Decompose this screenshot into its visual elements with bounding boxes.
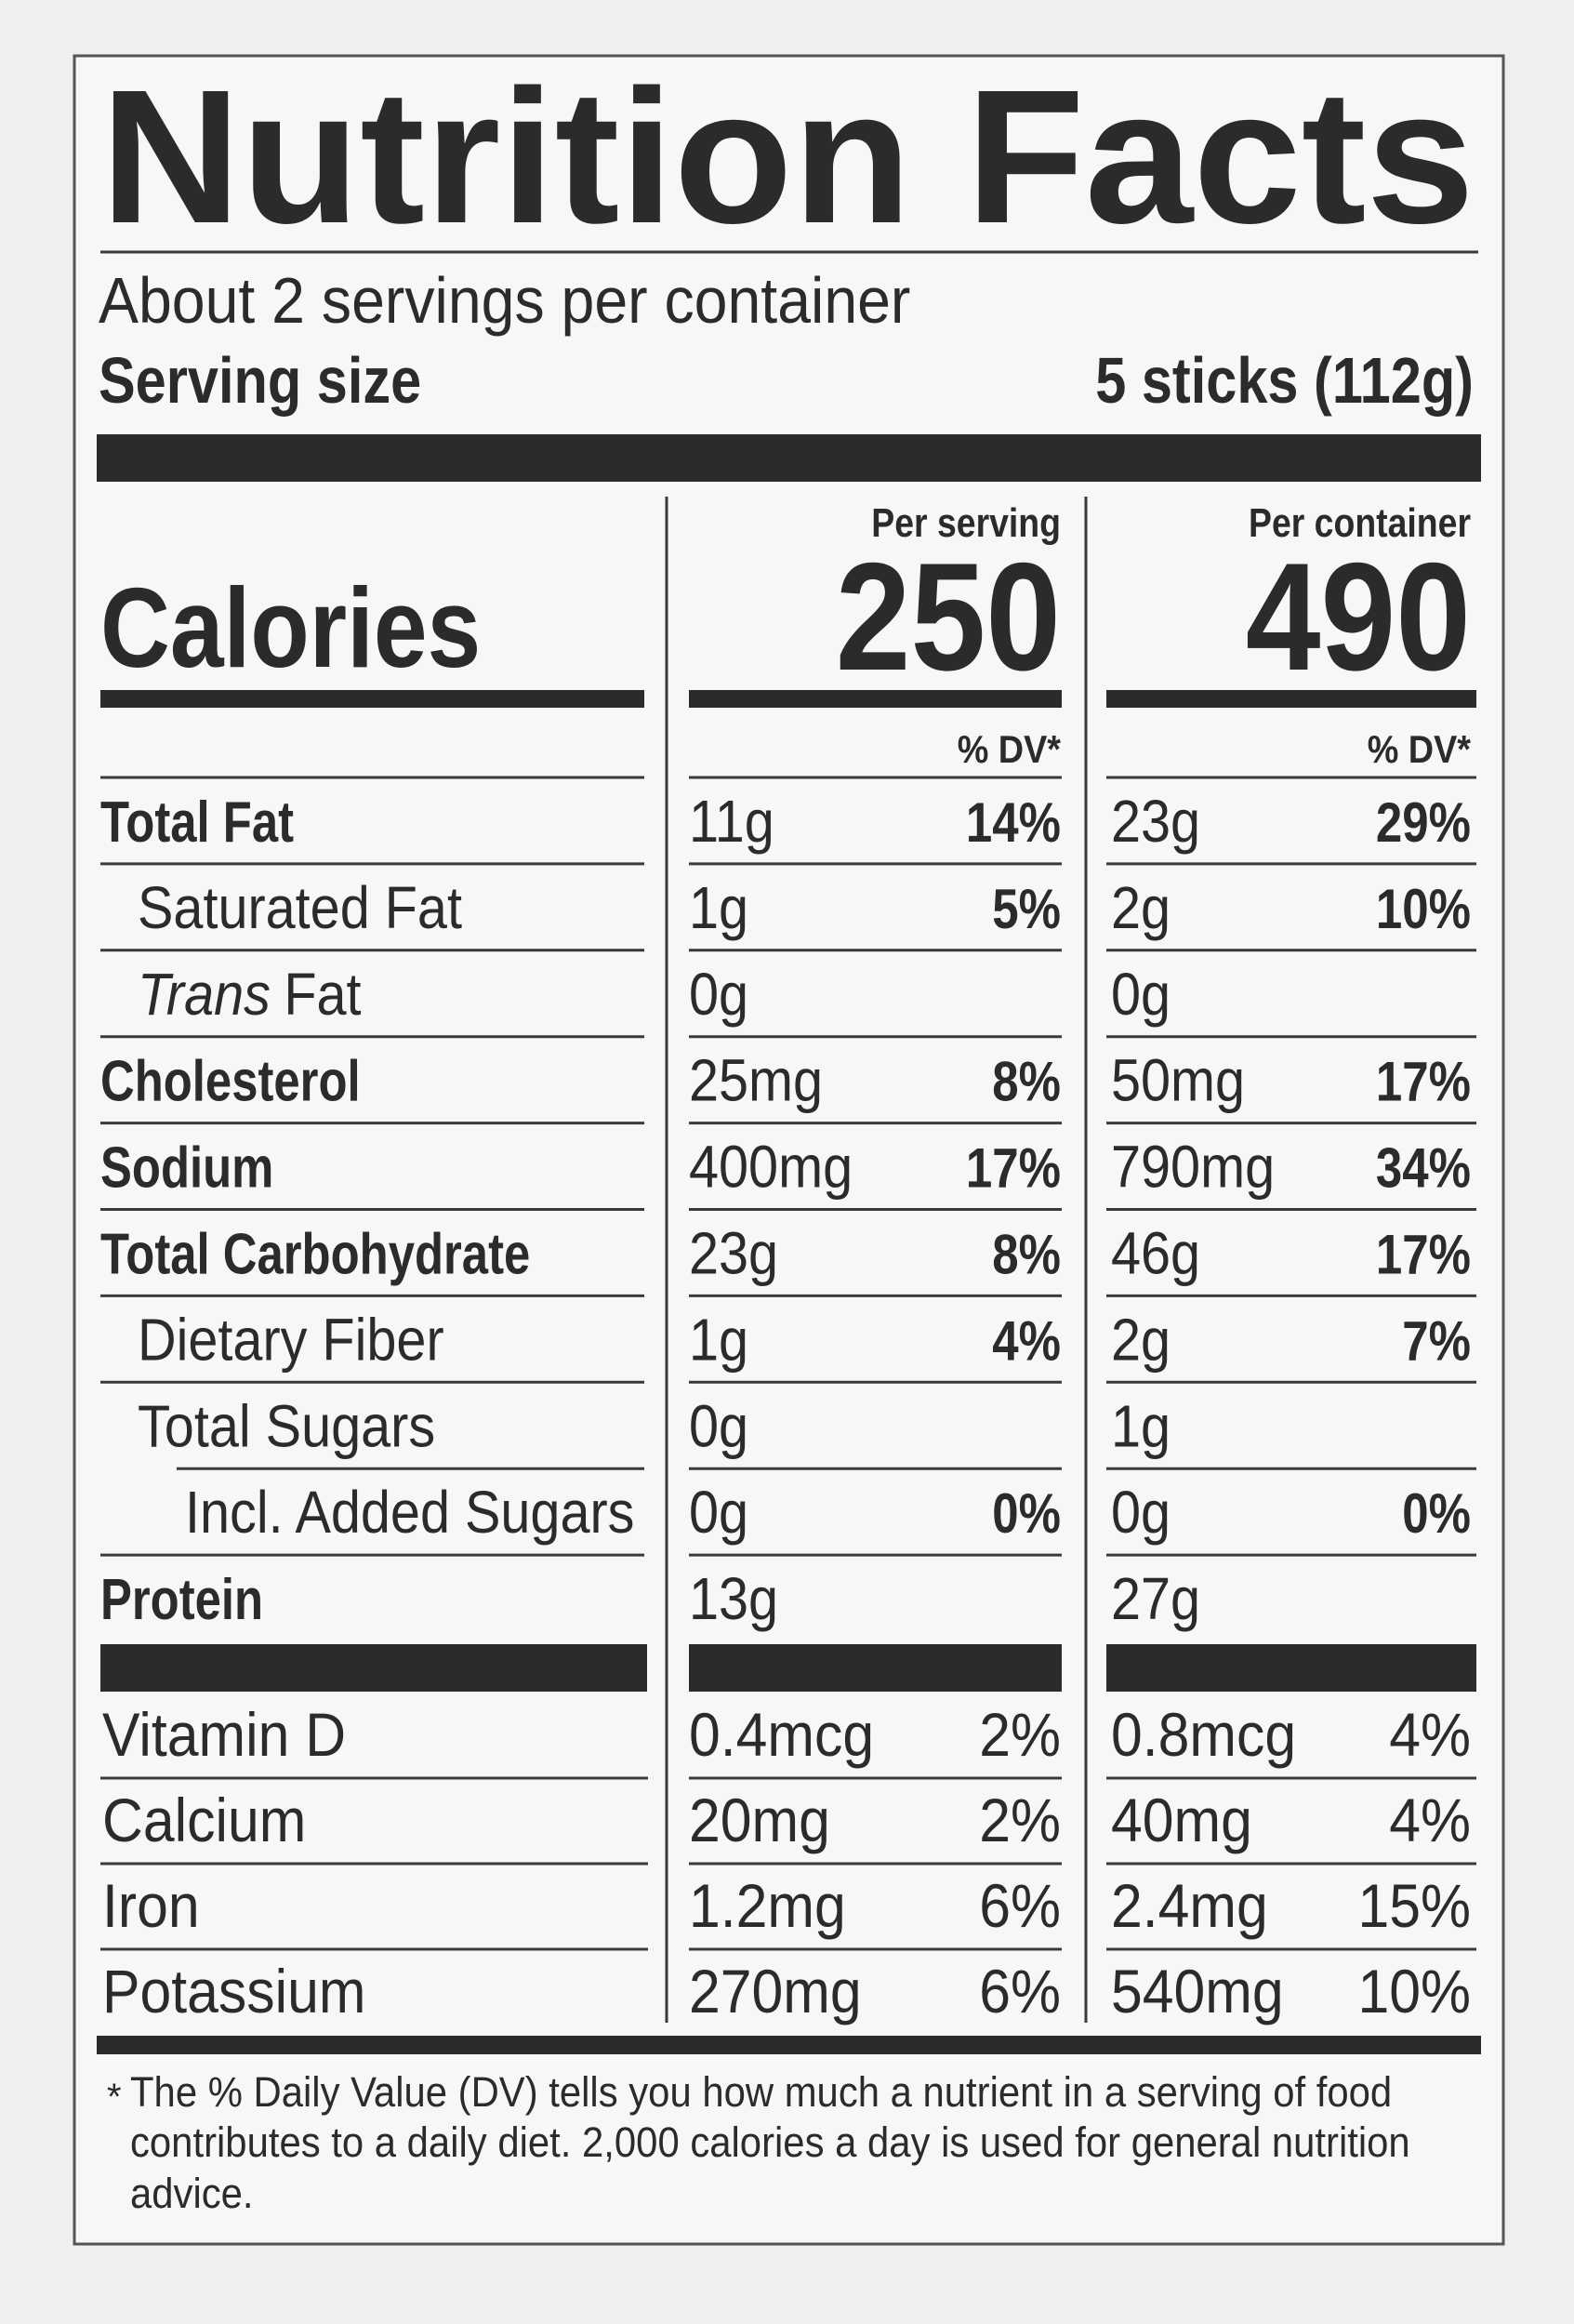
column-heading: Per container (1249, 499, 1471, 546)
dv-header: % DV* (958, 728, 1062, 771)
amount: 2.4mg (1111, 1873, 1268, 1941)
amount: 270mg (689, 1959, 862, 2026)
amount: 1g (689, 1307, 748, 1373)
daily-value: 14% (966, 791, 1061, 854)
thick-bar (689, 1644, 1062, 1692)
daily-value: 2% (979, 1787, 1061, 1855)
daily-value: 34% (1376, 1137, 1471, 1200)
nutrient-name: Protein (100, 1568, 263, 1632)
amount: 50mg (1111, 1047, 1245, 1113)
thick-bar (97, 434, 1481, 482)
calories-value: 250 (836, 530, 1061, 702)
amount: 13g (689, 1565, 778, 1631)
label-box (73, 54, 1505, 2246)
daily-value: 2% (979, 1702, 1061, 1770)
amount: 0g (689, 1392, 748, 1458)
daily-value: 5% (992, 878, 1061, 940)
column-heading: Per serving (871, 499, 1061, 546)
footnote-asterisk: * (107, 2077, 122, 2118)
daily-value: 17% (1376, 1224, 1471, 1286)
vitamin-name: Vitamin D (102, 1702, 346, 1770)
amount: 0g (1111, 961, 1171, 1027)
nutrient-name: Saturated Fat (138, 874, 462, 940)
vitamin-name: Potassium (102, 1959, 365, 2026)
servings-per-container: About 2 servings per container (99, 265, 910, 338)
footnote-line: The % Daily Value (DV) tells you how muc… (130, 2070, 1392, 2117)
daily-value: 10% (1376, 878, 1471, 940)
nutrient-name: Total Sugars (138, 1392, 435, 1458)
amount: 0.8mcg (1111, 1702, 1296, 1770)
serving-size-label: Serving size (99, 343, 421, 417)
daily-value: 17% (1376, 1051, 1471, 1113)
amount: 2g (1111, 1307, 1171, 1373)
amount: 25mg (689, 1047, 823, 1113)
nutrient-name-italic: Trans (138, 961, 271, 1027)
amount: 20mg (689, 1787, 830, 1855)
daily-value: 4% (1389, 1702, 1471, 1770)
thick-bar (100, 1644, 647, 1692)
dv-header: % DV* (1368, 728, 1472, 771)
amount: 40mg (1111, 1787, 1252, 1855)
amount: 2g (1111, 874, 1171, 940)
daily-value: 0% (992, 1482, 1061, 1545)
daily-value: 6% (979, 1873, 1061, 1941)
nutrient-name: Dietary Fiber (138, 1307, 444, 1373)
daily-value: 10% (1357, 1959, 1471, 2026)
daily-value: 6% (979, 1959, 1061, 2026)
amount: 46g (1111, 1220, 1200, 1286)
daily-value: 0% (1402, 1482, 1471, 1545)
amount: 27g (1111, 1565, 1200, 1631)
amount: 790mg (1111, 1134, 1275, 1200)
calories-label: Calories (100, 564, 481, 691)
nutrient-name: Trans Fat (138, 961, 362, 1027)
calories-bar (1106, 690, 1476, 708)
amount: 540mg (1111, 1959, 1284, 2026)
amount: 11g (689, 788, 774, 854)
nutrient-name-rest: Fat (284, 961, 361, 1027)
amount: 1g (1111, 1392, 1171, 1458)
footnote-line: advice. (130, 2171, 254, 2218)
amount: 1g (689, 874, 748, 940)
serving-size: 5 sticks (112g) (1095, 343, 1474, 417)
amount: 0.4mcg (689, 1702, 874, 1770)
title: Nutrition Facts (100, 50, 1475, 263)
vitamin-name: Calcium (102, 1787, 306, 1855)
amount: 0g (1111, 1479, 1171, 1545)
daily-value: 15% (1357, 1873, 1471, 1941)
amount: 23g (1111, 788, 1200, 854)
amount: 23g (689, 1220, 778, 1286)
nutrient-name: Incl. Added Sugars (185, 1479, 634, 1545)
daily-value: 8% (992, 1051, 1061, 1113)
footnote-line: contributes to a daily diet. 2,000 calor… (130, 2120, 1410, 2167)
daily-value: 17% (966, 1137, 1061, 1200)
nutrient-name: Cholesterol (100, 1050, 361, 1114)
vitamin-name: Iron (102, 1873, 200, 1941)
calories-value: 490 (1246, 530, 1471, 702)
calories-bar (100, 690, 644, 708)
nutrient-name: Sodium (100, 1136, 273, 1201)
daily-value: 4% (1389, 1787, 1471, 1855)
amount: 1.2mg (689, 1873, 846, 1941)
nutrient-name: Total Fat (100, 790, 294, 855)
thick-bar (1106, 1644, 1476, 1692)
bottom-bar (97, 2036, 1481, 2054)
amount: 0g (689, 1479, 748, 1545)
daily-value: 29% (1376, 791, 1471, 854)
calories-bar (689, 690, 1062, 708)
daily-value: 4% (992, 1310, 1061, 1373)
daily-value: 7% (1402, 1310, 1471, 1373)
nutrient-name: Total Carbohydrate (100, 1223, 530, 1287)
amount: 400mg (689, 1134, 853, 1200)
daily-value: 8% (992, 1224, 1061, 1286)
amount: 0g (689, 961, 748, 1027)
